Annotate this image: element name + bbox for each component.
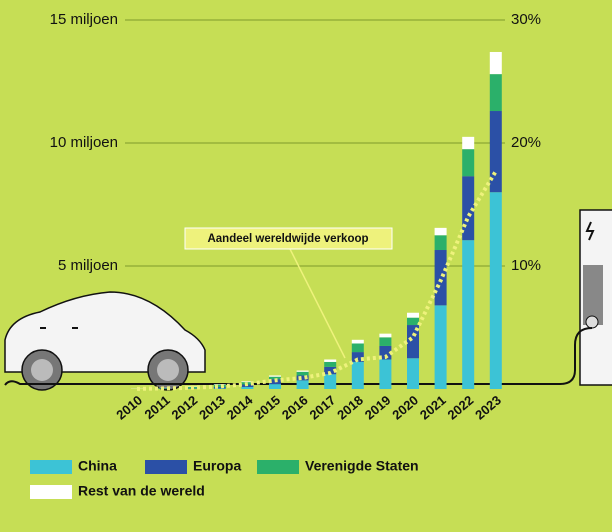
legend-label: Verenigde Staten (305, 458, 419, 474)
x-tick-label: 2016 (279, 392, 311, 422)
legend-swatch (30, 485, 72, 499)
bar-segment (379, 333, 392, 338)
bar-segment (407, 325, 419, 359)
bar-segment (407, 317, 419, 326)
legend-label: Europa (193, 458, 241, 474)
share-line (136, 170, 498, 391)
x-tick-label: 2014 (224, 392, 256, 423)
bar-segment (269, 384, 281, 389)
y-tick-label: 15 miljoen (50, 11, 118, 28)
y-tick-label: 5 miljoen (58, 257, 118, 274)
bar-segment (296, 375, 309, 381)
bar-segment (351, 339, 364, 344)
x-tick-label: 2015 (251, 392, 283, 422)
bar-segment (407, 312, 419, 318)
annotation: Aandeel wereldwijde verkoop (207, 233, 368, 245)
bar-segment (434, 250, 447, 306)
bar-segment (462, 136, 475, 150)
bar-segment (379, 345, 392, 360)
bar-segment (489, 192, 502, 389)
bar-segment (489, 51, 502, 75)
legend-label: Rest van de wereld (78, 483, 205, 499)
annotation-leader (289, 248, 346, 359)
x-tick-label: 2021 (417, 392, 449, 422)
bar-segment (379, 337, 392, 346)
x-tick-label: 2010 (113, 392, 145, 422)
bar-segment (269, 375, 281, 377)
bar-segment (269, 376, 281, 380)
bar-segment (213, 387, 226, 389)
x-tick-label: 2023 (472, 392, 504, 422)
bar-segment (296, 370, 309, 372)
bar-segment (324, 374, 337, 389)
y2-tick-label: 10% (511, 257, 541, 274)
bar-segment (434, 305, 447, 389)
bar-segment (351, 361, 364, 389)
bar-segment (379, 359, 392, 389)
bar-segment (434, 235, 447, 251)
cable (4, 327, 593, 386)
y-tick-label: 10 miljoen (50, 134, 118, 151)
bar-segment (324, 366, 337, 375)
bar-segment (241, 381, 254, 383)
annotation-box (184, 227, 393, 250)
x-tick-label: 2012 (169, 392, 201, 422)
charger-illustration (579, 209, 612, 386)
legend-swatch (145, 460, 187, 474)
x-tick-label: 2017 (307, 392, 339, 422)
y2-tick-label: 20% (511, 134, 541, 151)
x-tick-label: 2020 (389, 392, 421, 422)
bar-segment (489, 111, 502, 193)
legend-swatch (257, 460, 299, 474)
bar-segment (351, 343, 364, 353)
y2-tick-label: 30% (511, 11, 541, 28)
bar-segment (241, 387, 254, 389)
bar-segment (324, 359, 337, 362)
x-tick-label: 2011 (141, 392, 172, 422)
legend-label: China (78, 458, 117, 474)
bar-segment (324, 361, 337, 367)
legend-swatch (30, 460, 72, 474)
bar-segment (296, 371, 309, 376)
car-illustration (4, 291, 206, 391)
bar-segment (462, 240, 475, 389)
bar-segment (434, 227, 447, 236)
x-tick-label: 2013 (196, 392, 228, 422)
x-tick-label: 2018 (334, 392, 366, 422)
bar-segment (296, 380, 309, 389)
bar-segment (489, 74, 502, 112)
x-tick-label: 2022 (445, 392, 477, 422)
bar-segment (462, 149, 475, 177)
bar-segment (213, 384, 226, 388)
bar-segment (407, 358, 419, 389)
bar-segment (462, 176, 475, 241)
x-tick-label: 2019 (362, 392, 394, 422)
bar-segment (351, 352, 364, 362)
